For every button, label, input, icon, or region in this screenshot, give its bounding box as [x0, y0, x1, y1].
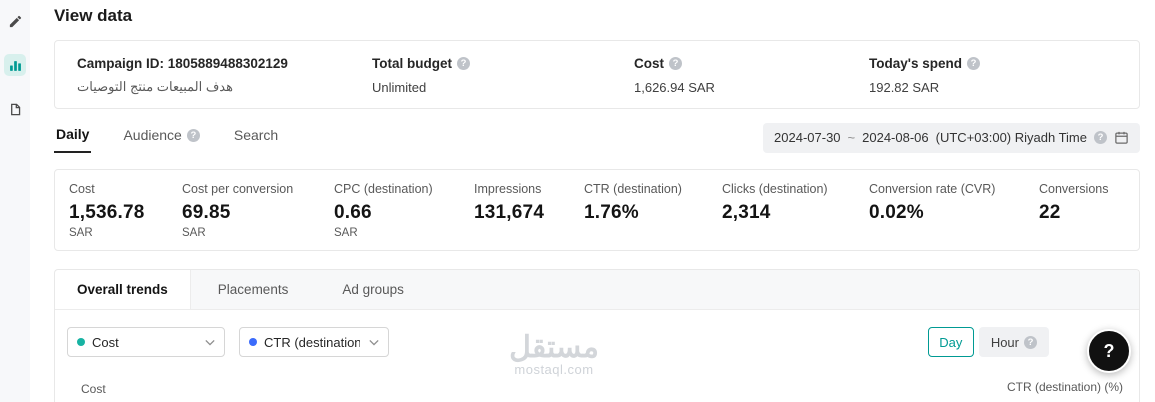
tab-overall-trends-label: Overall trends [77, 282, 168, 297]
metric-label: Clicks (destination) [722, 182, 828, 196]
metric2-select[interactable]: CTR (destination [239, 327, 389, 357]
tab-search[interactable]: Search [232, 123, 280, 152]
trends-card: Overall trends Placements Ad groups Cost… [54, 269, 1140, 402]
date-range-picker[interactable]: 2024-07-30 ~ 2024-08-06 (UTC+03:00) Riya… [763, 122, 1140, 153]
chart-left-axis-title: Cost [81, 382, 106, 396]
help-icon [1024, 335, 1037, 349]
help-icon[interactable] [669, 57, 682, 70]
help-icon[interactable] [1094, 131, 1107, 144]
help-icon [186, 128, 200, 142]
left-sidebar [0, 0, 30, 402]
metric-unit [584, 227, 722, 240]
tab-daily-label: Daily [56, 126, 90, 142]
metric-unit [722, 227, 869, 240]
help-icon[interactable] [457, 57, 470, 70]
campaign-id: Campaign ID: 1805889488302129 [77, 56, 288, 71]
date-range-separator: ~ [847, 130, 856, 145]
calendar-icon[interactable] [1114, 130, 1129, 145]
metric1-select-value: Cost [92, 334, 119, 350]
chart-right-axis-title: CTR (destination) (%) [1006, 380, 1123, 394]
date-range-start[interactable]: 2024-07-30 [774, 130, 841, 145]
metric-label: Conversion rate (CVR) [869, 182, 996, 196]
tab-placements[interactable]: Placements [191, 270, 316, 309]
cost-value: 1,626.94 SAR [634, 80, 715, 95]
metric-label: Conversions [1039, 182, 1109, 196]
date-range-timezone: (UTC+03:00) Riyadh Time [935, 130, 1087, 145]
edit-icon[interactable] [6, 12, 24, 30]
todays-spend-value: 192.82 SAR [869, 80, 940, 95]
date-range-end[interactable]: 2024-08-06 [862, 130, 929, 145]
tab-daily[interactable]: Daily [54, 122, 92, 153]
metric1-dot-icon [77, 338, 85, 346]
tab-search-label: Search [233, 127, 279, 143]
help-fab-button[interactable]: ? [1087, 329, 1131, 373]
metric1-select[interactable]: Cost [67, 327, 225, 357]
granularity-toggle: Day Hour [927, 327, 1049, 357]
total-budget-block: Total budget Unlimited [372, 56, 634, 95]
cost-label: Cost [634, 56, 664, 71]
metric-value: 2,314 [722, 202, 771, 223]
cost-block: Cost 1,626.94 SAR [634, 56, 869, 95]
report-tab-row: Daily Audience Search 2024-07-30 ~ 2024-… [54, 122, 1140, 153]
metric-unit [869, 227, 1039, 240]
metric-impressions[interactable]: Impressions 131,674 [474, 182, 584, 240]
campaign-id-block: Campaign ID: 1805889488302129 هدف المبيع… [77, 56, 372, 95]
day-button[interactable]: Day [927, 327, 974, 357]
metric-label: Impressions [474, 182, 542, 196]
metrics-summary-card: Cost 1,536.78 SAR Cost per conversion 69… [54, 169, 1140, 251]
help-fab-label: ? [1103, 340, 1115, 361]
metric2-select-value: CTR (destination [264, 334, 360, 350]
metric2-dot-icon [249, 338, 257, 346]
metric-value: 1,536.78 [69, 202, 145, 223]
chevron-down-icon [369, 339, 379, 346]
trends-tab-bar: Overall trends Placements Ad groups [55, 270, 1139, 310]
tab-ad-groups-label: Ad groups [342, 282, 404, 297]
campaign-summary-card: Campaign ID: 1805889488302129 هدف المبيع… [54, 40, 1140, 109]
tab-overall-trends[interactable]: Overall trends [55, 270, 191, 309]
hour-button-label: Hour [990, 334, 1019, 350]
metric-label: CTR (destination) [584, 182, 682, 196]
chevron-down-icon [205, 339, 215, 346]
metric-conversions[interactable]: Conversions 22 [1039, 182, 1125, 240]
metric-value: 0.02% [869, 202, 924, 223]
metric-cpc-destination[interactable]: CPC (destination) 0.66 SAR [334, 182, 474, 240]
metric-value: 1.76% [584, 202, 639, 223]
total-budget-label: Total budget [372, 56, 452, 71]
tab-audience[interactable]: Audience [121, 123, 201, 152]
metric-label: CPC (destination) [334, 182, 433, 196]
analytics-icon[interactable] [4, 54, 26, 76]
metric-cost[interactable]: Cost 1,536.78 SAR [69, 182, 182, 240]
metric-conversion-rate[interactable]: Conversion rate (CVR) 0.02% [869, 182, 1039, 240]
metric-unit [1039, 227, 1125, 240]
metric-cost-per-conversion[interactable]: Cost per conversion 69.85 SAR [182, 182, 334, 240]
metric-unit: SAR [334, 227, 358, 239]
report-icon[interactable] [6, 100, 24, 118]
main-content: View data Campaign ID: 1805889488302129 … [30, 0, 1155, 402]
metric-value: 22 [1039, 202, 1061, 223]
tab-audience-label: Audience [123, 127, 182, 143]
tab-ad-groups[interactable]: Ad groups [315, 270, 431, 309]
total-budget-value: Unlimited [372, 80, 427, 95]
help-icon[interactable] [966, 57, 980, 70]
campaign-name: هدف المبيعات منتج التوصيات [77, 79, 233, 94]
metric-value: 0.66 [334, 202, 372, 223]
metric-label: Cost [69, 182, 95, 196]
page-title: View data [54, 6, 133, 25]
metric-value: 69.85 [182, 202, 231, 223]
metric-unit: SAR [69, 227, 93, 239]
metric-ctr-destination[interactable]: CTR (destination) 1.76% [584, 182, 722, 240]
metric-clicks-destination[interactable]: Clicks (destination) 2,314 [722, 182, 869, 240]
todays-spend-block: Today's spend 192.82 SAR [869, 56, 1117, 95]
metric-unit: SAR [182, 227, 206, 239]
hour-button[interactable]: Hour [978, 327, 1049, 357]
metric-value: 131,674 [474, 202, 545, 223]
chart-controls-row: Cost CTR (destination Day Hour [55, 310, 1139, 357]
tab-placements-label: Placements [217, 282, 289, 297]
day-button-label: Day [939, 334, 963, 350]
metric-unit [474, 227, 584, 240]
todays-spend-label: Today's spend [869, 56, 962, 71]
metric-label: Cost per conversion [182, 182, 294, 196]
